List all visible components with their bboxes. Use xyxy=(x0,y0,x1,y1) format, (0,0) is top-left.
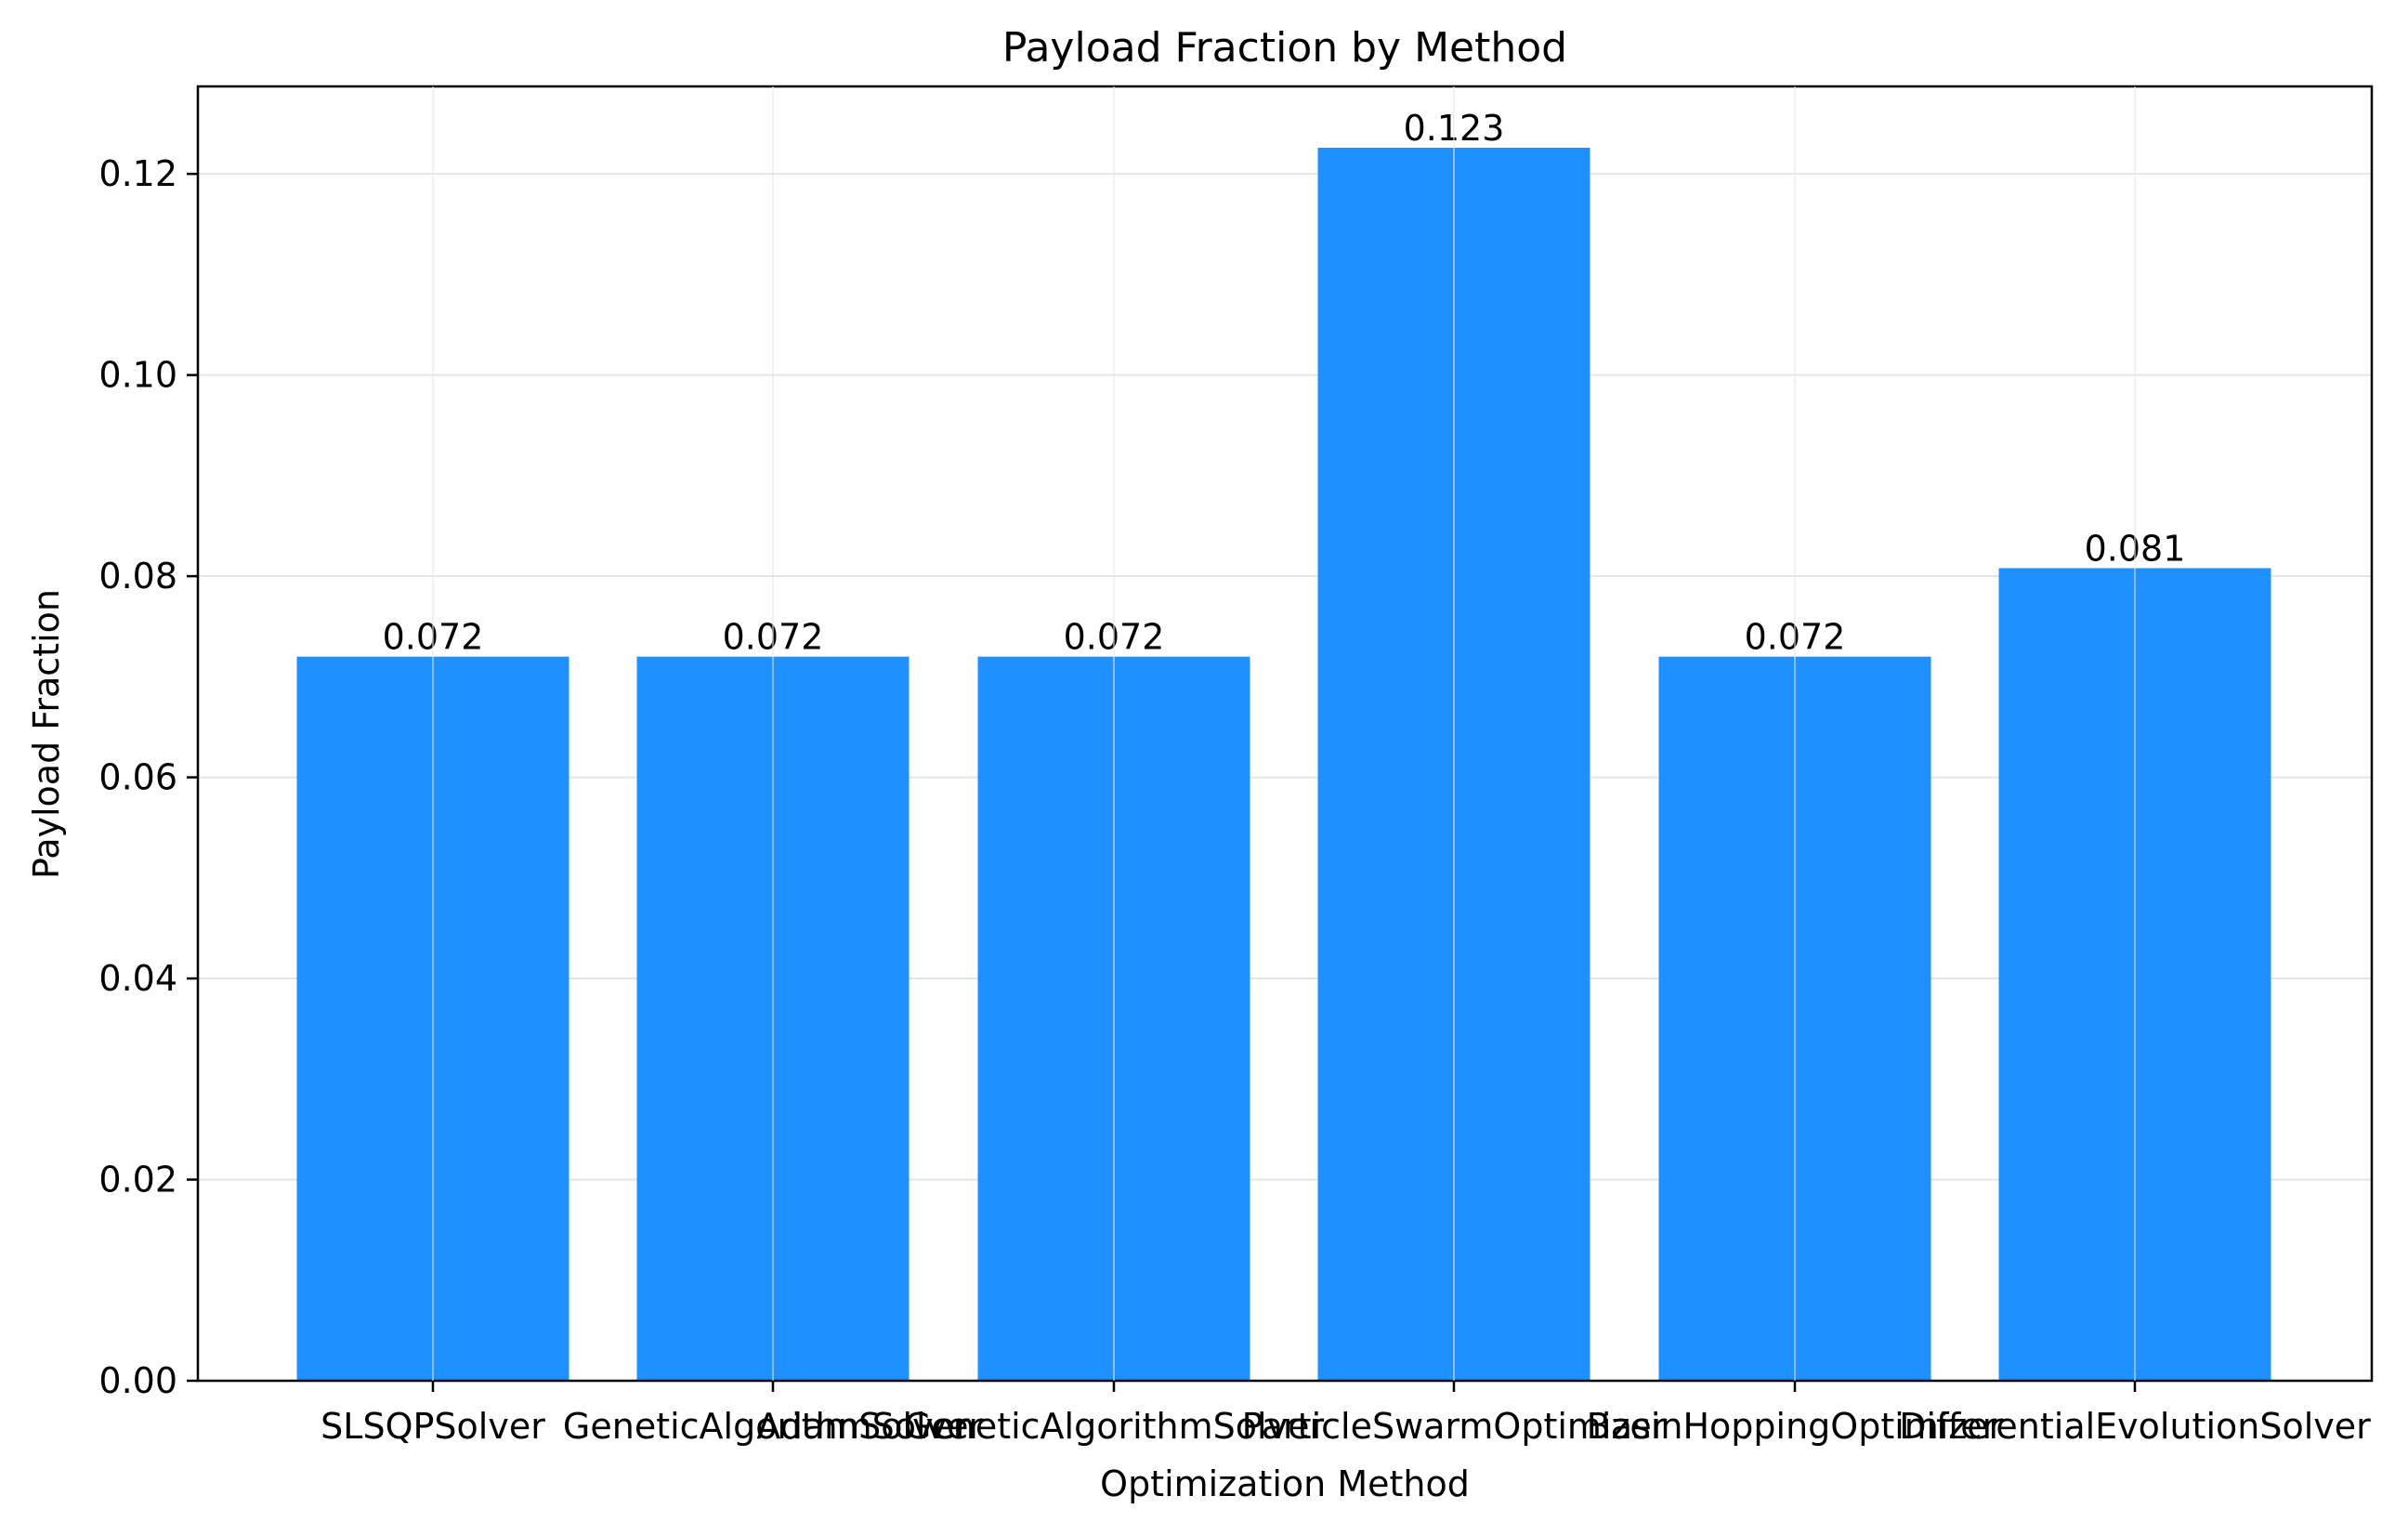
y-tick-label: 0.10 xyxy=(98,355,177,396)
x-tick-label: SLSQPSolver xyxy=(321,1406,545,1447)
y-tick-label: 0.02 xyxy=(98,1160,177,1201)
y-tick-label: 0.00 xyxy=(98,1360,177,1401)
x-axis-label: Optimization Method xyxy=(1100,1463,1470,1504)
y-tick-label: 0.12 xyxy=(98,153,177,194)
x-tick-label: ParticleSwarmOptimizer xyxy=(1242,1406,1667,1447)
y-axis-label: Payload Fraction xyxy=(26,589,67,879)
chart-title: Payload Fraction by Method xyxy=(1002,24,1567,72)
x-tick-label: GeneticAlgorithmSolver xyxy=(904,1406,1325,1447)
y-tick-label: 0.06 xyxy=(98,757,177,798)
y-tick-label: 0.08 xyxy=(98,556,177,597)
x-tick-label: AdamSolver xyxy=(756,1406,970,1447)
x-tick-label: BasinHoppingOptimizer xyxy=(1587,1406,2004,1447)
x-tick-label: DifferentialEvolutionSolver xyxy=(1899,1406,2371,1447)
plot-frame xyxy=(196,85,2374,1383)
y-tick-label: 0.04 xyxy=(98,958,177,999)
ticks: 0.00 0.02 0.04 0.06 0.08 0.10 0.12 SLSQPSolver G… xyxy=(98,153,2371,1447)
x-tick-label: GeneticAlgorithmSolver xyxy=(563,1406,984,1447)
